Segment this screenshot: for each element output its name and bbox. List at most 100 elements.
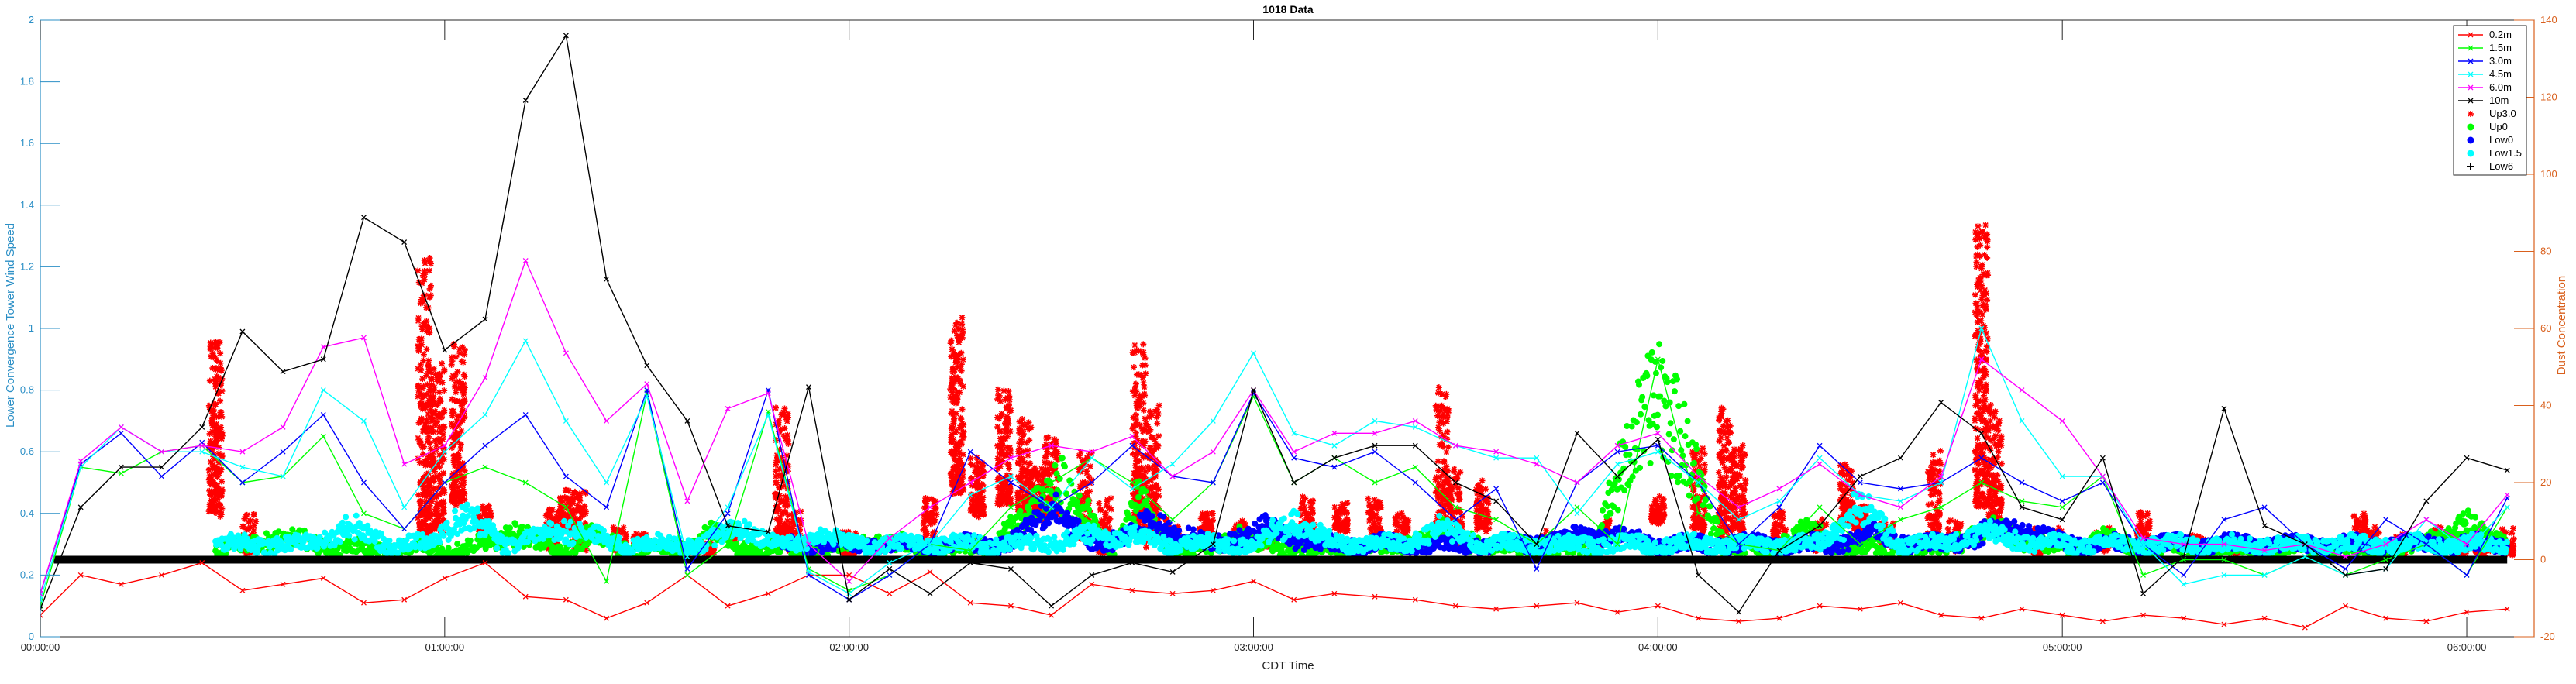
scatter-point xyxy=(1434,486,1441,493)
scatter-point xyxy=(1398,510,1405,517)
scatter-point xyxy=(1130,364,1137,371)
scatter-point xyxy=(460,390,467,397)
scatter-point xyxy=(1924,515,1931,522)
scatter-point xyxy=(436,476,443,483)
scatter-point xyxy=(958,424,965,431)
scatter-point xyxy=(1140,407,1147,414)
scatter-point xyxy=(1724,528,1731,534)
scatter-point xyxy=(1042,480,1049,487)
scatter-point xyxy=(1143,544,1150,551)
scatter-point xyxy=(1733,475,1740,482)
scatter-point xyxy=(1392,517,1399,524)
scatter-point xyxy=(1451,466,1458,473)
scatter-point xyxy=(1080,493,1087,500)
y-axis-right-label: Dust Concentration xyxy=(2555,276,2568,375)
scatter-point xyxy=(1720,423,1727,430)
scatter-point xyxy=(429,455,436,462)
scatter-point xyxy=(1928,500,1935,507)
scatter-point xyxy=(1981,251,1988,258)
scatter-point xyxy=(207,438,214,445)
scatter-point xyxy=(1147,408,1154,415)
scatter-point xyxy=(433,500,440,507)
scatter-point xyxy=(960,421,967,428)
scatter-point xyxy=(1003,414,1010,421)
scatter-point xyxy=(1486,525,1493,532)
scatter-point xyxy=(1152,473,1159,479)
scatter-point xyxy=(576,515,583,522)
scatter-point xyxy=(1367,526,1374,533)
scatter-point xyxy=(1728,494,1735,501)
scatter-point xyxy=(950,477,957,484)
scatter-point xyxy=(1442,502,1449,509)
scatter-point xyxy=(952,398,959,405)
scatter-point xyxy=(1334,513,1341,520)
scatter-point xyxy=(1435,467,1442,474)
scatter-point xyxy=(1742,477,1749,484)
scatter-point xyxy=(423,471,430,478)
scatter-point xyxy=(1689,494,1696,501)
scatter-point xyxy=(1148,500,1155,507)
scatter-point xyxy=(1701,466,1708,473)
scatter-point xyxy=(783,500,790,507)
scatter-point xyxy=(952,355,959,362)
scatter-point xyxy=(928,518,935,525)
scatter-point xyxy=(1077,449,1084,455)
scatter-point xyxy=(1981,398,1988,405)
scatter-point xyxy=(1132,429,1139,436)
scatter-point xyxy=(425,484,432,491)
scatter-point xyxy=(430,478,437,485)
scatter-point xyxy=(212,501,219,508)
scatter-point xyxy=(1378,504,1385,510)
scatter-point xyxy=(1998,433,2005,440)
scatter-point xyxy=(216,501,223,508)
scatter-point xyxy=(776,446,783,453)
scatter-point xyxy=(1979,383,1986,390)
scatter-point xyxy=(997,398,1004,405)
scatter-point xyxy=(1007,499,1014,506)
scatter-point xyxy=(952,376,959,383)
scatter-point xyxy=(1448,504,1455,510)
scatter-point xyxy=(994,386,1001,393)
scatter-point xyxy=(441,387,448,394)
scatter-point xyxy=(557,513,564,520)
scatter-point xyxy=(959,314,966,321)
scatter-point xyxy=(454,483,461,490)
scatter-point xyxy=(1006,397,1013,404)
scatter-point xyxy=(1028,472,1035,479)
scatter-point xyxy=(788,524,795,531)
scatter-point xyxy=(450,457,457,464)
scatter-point xyxy=(1772,519,1779,526)
scatter-point xyxy=(1981,271,1988,278)
scatter-point xyxy=(422,404,429,411)
scatter-point xyxy=(959,329,966,336)
scatter-point xyxy=(564,501,571,508)
scatter-point xyxy=(1142,392,1149,399)
scatter-point xyxy=(1973,263,1980,270)
scatter-point xyxy=(1981,402,1988,409)
scatter-point xyxy=(560,497,567,504)
scatter-point xyxy=(1979,311,1986,318)
scatter-point xyxy=(1972,394,1979,401)
scatter-point xyxy=(1155,402,1162,409)
scatter-point xyxy=(1310,526,1317,533)
scatter-point xyxy=(1931,484,1938,491)
scatter-point xyxy=(217,508,224,515)
scatter-point xyxy=(1445,444,1452,451)
scatter-point xyxy=(430,387,437,394)
scatter-point xyxy=(1974,502,1981,509)
scatter-point xyxy=(217,359,224,366)
scatter-point xyxy=(440,504,447,511)
scatter-point xyxy=(958,438,965,445)
scatter-point xyxy=(1476,491,1483,498)
scatter-point xyxy=(419,376,426,383)
scatter-point xyxy=(1138,441,1145,448)
scatter-point xyxy=(1140,341,1147,348)
scatter-point xyxy=(457,419,464,426)
scatter-point xyxy=(1975,222,1982,229)
scatter-point xyxy=(967,455,974,462)
scatter-point xyxy=(1840,467,1847,474)
scatter-point xyxy=(217,350,224,357)
scatter-point xyxy=(1739,442,1746,449)
scatter-point xyxy=(1088,449,1095,456)
scatter-point xyxy=(951,490,958,497)
